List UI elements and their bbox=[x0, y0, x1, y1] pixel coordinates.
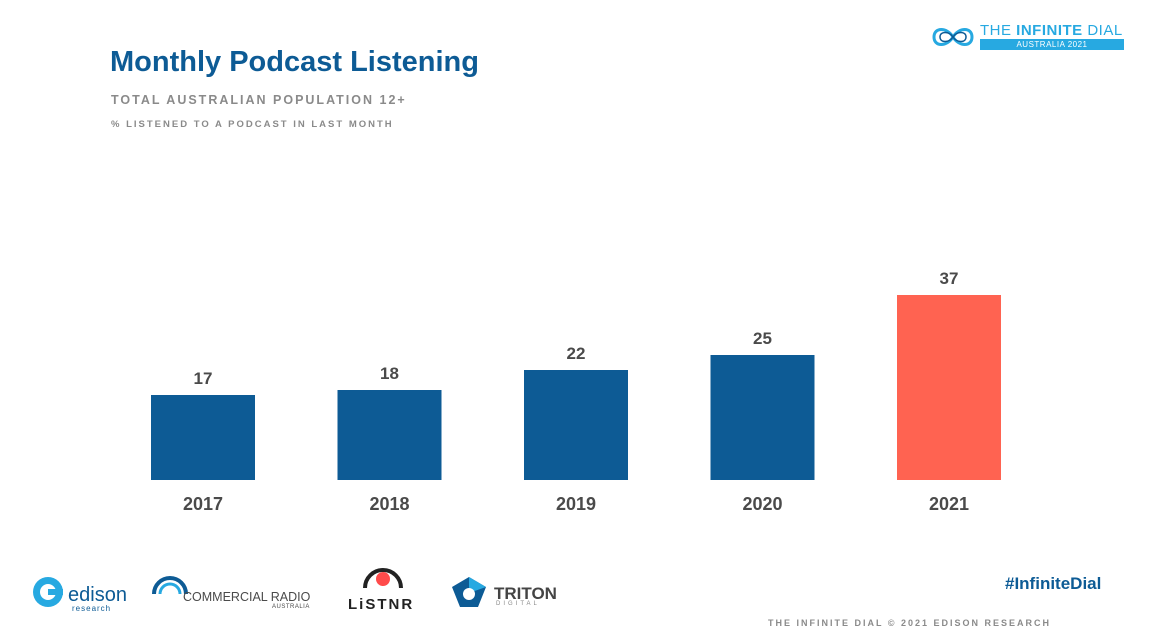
data-label-2019: 22 bbox=[567, 344, 586, 363]
infinite-dial-logo: THE INFINITE DIAL AUSTRALIA 2021 bbox=[930, 22, 1126, 52]
dial-subtitle: AUSTRALIA 2021 bbox=[980, 39, 1124, 50]
bar-2021 bbox=[897, 295, 1001, 480]
x-tick-label-2018: 2018 bbox=[369, 494, 409, 514]
x-tick-label-2019: 2019 bbox=[556, 494, 596, 514]
data-label-2017: 17 bbox=[194, 369, 213, 388]
x-tick-label-2020: 2020 bbox=[742, 494, 782, 514]
footer-copyright: THE INFINITE DIAL © 2021 EDISON RESEARCH bbox=[768, 618, 1052, 628]
page-title: Monthly Podcast Listening bbox=[110, 46, 479, 78]
data-label-2018: 18 bbox=[380, 364, 399, 383]
triton-logo-icon bbox=[452, 577, 486, 607]
bar-2017 bbox=[151, 395, 255, 480]
chart-subtitle: TOTAL AUSTRALIAN POPULATION 12+ bbox=[111, 93, 407, 107]
triton-logo-text: TRITON bbox=[494, 584, 557, 603]
infinity-icon bbox=[932, 28, 974, 46]
bar-2019 bbox=[524, 370, 628, 480]
listnr-logo-icon bbox=[363, 568, 403, 589]
edison-logo-subtext: research bbox=[72, 604, 112, 613]
chart-subtitle-measure: % LISTENED TO A PODCAST IN LAST MONTH bbox=[111, 119, 394, 130]
edison-logo-text: edison bbox=[68, 584, 127, 606]
data-label-2020: 25 bbox=[753, 329, 772, 348]
commercial-radio-wave-icon bbox=[152, 576, 188, 595]
commercial-radio-logo-text: COMMERCIAL RADIO bbox=[183, 590, 311, 604]
data-label-2021: 37 bbox=[940, 269, 959, 288]
x-tick-label-2021: 2021 bbox=[929, 494, 969, 514]
bar-2020 bbox=[710, 355, 815, 480]
dial-title: THE INFINITE DIAL bbox=[980, 22, 1123, 39]
bar-2018 bbox=[337, 390, 442, 480]
listnr-logo-text: LiSTNR bbox=[348, 596, 415, 613]
edison-research-logo-icon bbox=[33, 577, 63, 607]
x-tick-label-2017: 2017 bbox=[183, 494, 223, 514]
commercial-radio-logo-subtext: AUSTRALIA bbox=[272, 604, 310, 610]
hashtag[interactable]: #InfiniteDial bbox=[1005, 574, 1102, 593]
triton-logo-subtext: DIGITAL bbox=[496, 601, 540, 607]
